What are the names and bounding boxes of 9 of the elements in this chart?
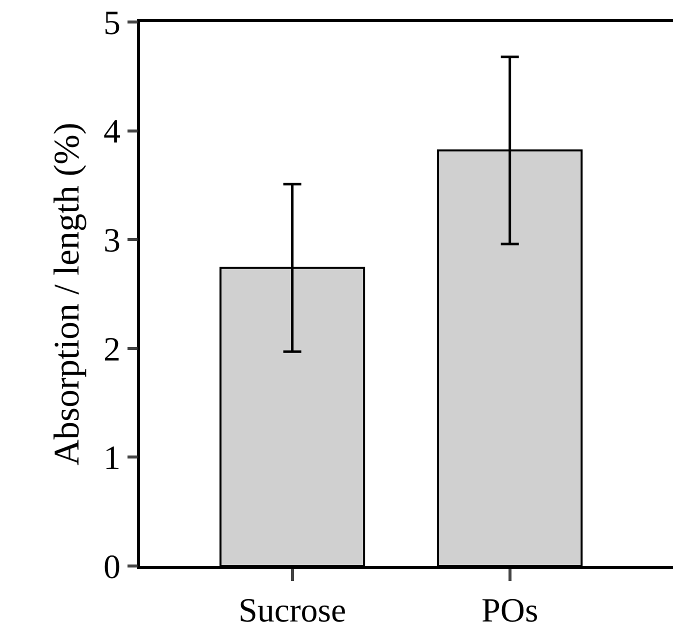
y-tick-label: 2: [103, 331, 120, 368]
y-tick-label: 4: [103, 114, 120, 151]
y-axis-title: Absorption / length (%): [46, 122, 86, 466]
y-tick-label: 3: [103, 222, 120, 260]
y-tick-label: 5: [103, 4, 120, 42]
y-tick-label: 1: [103, 440, 120, 478]
x-tick-label: POs: [481, 592, 538, 630]
y-tick-label: 0: [103, 548, 120, 586]
x-tick-label: Sucrose: [238, 592, 346, 630]
